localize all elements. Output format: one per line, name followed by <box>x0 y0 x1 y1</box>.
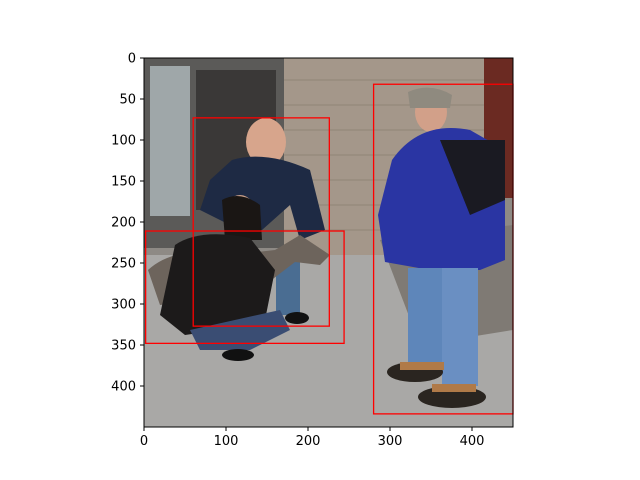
photo <box>144 58 513 427</box>
bbox-person-woman-kneeling <box>144 230 345 345</box>
x-tick-label: 0 <box>140 434 148 449</box>
y-tick-label: 0 <box>128 52 136 67</box>
y-tick-label: 350 <box>111 339 136 354</box>
x-tick-label: 200 <box>296 434 321 449</box>
y-tick-label: 100 <box>111 134 136 149</box>
axes-frame <box>143 57 514 428</box>
x-axis: 0 100 200 300 400 <box>140 427 485 449</box>
y-tick-label: 300 <box>111 298 136 313</box>
x-tick-label: 100 <box>214 434 239 449</box>
y-tick-label: 400 <box>111 380 136 395</box>
y-tick-label: 250 <box>111 257 136 272</box>
x-tick-label: 300 <box>378 434 403 449</box>
y-tick-label: 200 <box>111 216 136 231</box>
y-tick-label: 150 <box>111 175 136 190</box>
x-tick-label: 400 <box>460 434 485 449</box>
y-axis: 0 50 100 150 200 250 300 350 400 <box>111 52 144 395</box>
y-tick-label: 50 <box>119 93 136 108</box>
bbox-person-man-navy-hoodie <box>192 117 330 327</box>
